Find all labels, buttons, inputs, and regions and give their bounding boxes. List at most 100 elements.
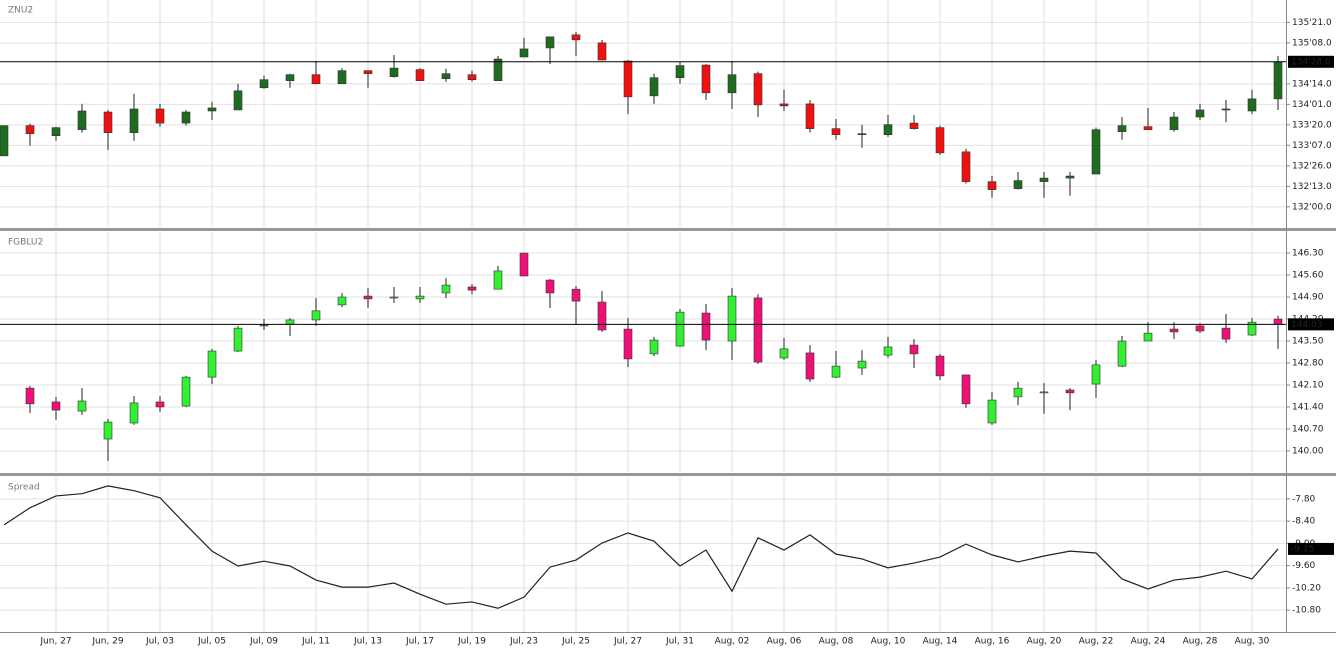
candle-body <box>1247 98 1257 112</box>
candle-body <box>181 376 191 407</box>
y-tick-label: -10.80 <box>1292 606 1321 616</box>
panel-title: FGBLU2 <box>8 238 43 248</box>
x-tick-label: Aug, 22 <box>1079 637 1114 647</box>
candle-body <box>675 311 685 347</box>
candle-body <box>25 387 35 405</box>
candle-body <box>1039 177 1049 182</box>
candle-body <box>831 365 841 378</box>
candle-body <box>415 69 425 82</box>
x-tick-label: Jul, 19 <box>457 637 486 647</box>
candle-body <box>389 296 399 299</box>
candle-body <box>1143 126 1153 130</box>
candle-body <box>727 74 737 94</box>
x-tick-label: Jul, 09 <box>249 637 278 647</box>
candle-body <box>701 64 711 94</box>
candle-body <box>1013 387 1023 398</box>
candle-body <box>649 77 659 97</box>
candle-body <box>129 108 139 133</box>
x-tick-label: Aug, 24 <box>1131 637 1166 647</box>
y-tick-label: 132'13.0 <box>1292 182 1332 192</box>
candle-body <box>1117 125 1127 132</box>
y-tick-label: 135'08.0 <box>1292 38 1332 48</box>
candle-body <box>1195 325 1205 332</box>
candle-body <box>441 284 451 294</box>
candle-body <box>571 34 581 41</box>
candle-body <box>1221 108 1231 111</box>
panel-title: ZNU2 <box>8 6 33 16</box>
candle-body <box>1169 116 1179 130</box>
last-price-box <box>1288 542 1334 555</box>
y-tick-label: -9.60 <box>1292 561 1316 571</box>
candle-body <box>831 128 841 135</box>
panel-title: Spread <box>8 483 40 493</box>
y-tick-label: 140.00 <box>1292 446 1324 456</box>
x-tick-label: Aug, 20 <box>1027 637 1062 647</box>
x-tick-label: Jul, 17 <box>405 637 434 647</box>
candle-body <box>649 339 659 355</box>
candle-body <box>961 374 971 405</box>
y-tick-label: 144.90 <box>1292 293 1324 303</box>
candle-body <box>1273 61 1283 100</box>
candle-body <box>493 270 503 290</box>
candle-body <box>493 58 503 82</box>
candle-body <box>1039 391 1049 394</box>
y-tick-label: 133'20.0 <box>1292 120 1332 130</box>
candle-body <box>415 295 425 300</box>
candle-body <box>467 286 477 291</box>
x-tick-label: Jul, 25 <box>561 637 590 647</box>
candle-body <box>857 360 867 369</box>
y-tick-label: 143.50 <box>1292 337 1324 347</box>
candle-body <box>1195 109 1205 118</box>
candle-body <box>805 352 815 380</box>
candle-body <box>207 107 217 112</box>
x-tick-label: Jul, 05 <box>197 637 226 647</box>
x-tick-label: Jun, 27 <box>39 637 71 647</box>
plot <box>0 31 1283 198</box>
candle-body <box>1273 318 1283 325</box>
candle-body <box>25 125 35 134</box>
y-tick-label: 142.10 <box>1292 380 1324 390</box>
candle-body <box>779 103 789 107</box>
x-tick-label: Jul, 13 <box>353 637 382 647</box>
candle-body <box>259 324 269 327</box>
candle-body <box>883 124 893 135</box>
y-tick-label: 146.30 <box>1292 249 1324 259</box>
candle-body <box>935 355 945 377</box>
x-tick-label: Aug, 16 <box>975 637 1010 647</box>
candle-body <box>363 295 373 300</box>
candle-body <box>987 399 997 424</box>
candle-body <box>155 401 165 408</box>
candle-body <box>233 90 243 111</box>
candle-body <box>1091 129 1101 175</box>
y-tick-label: 132'00.0 <box>1292 202 1332 212</box>
candle-body <box>389 67 399 77</box>
x-tick-label: Aug, 10 <box>871 637 906 647</box>
last-price-label: 134'28.0 <box>1291 57 1331 67</box>
candle-body <box>909 344 919 355</box>
candle-body <box>571 288 581 302</box>
x-tick-label: Aug, 30 <box>1235 637 1270 647</box>
candle-body <box>1247 321 1257 336</box>
candle-body <box>961 151 971 182</box>
x-tick-label: Jul, 11 <box>301 637 330 647</box>
x-tick-label: Jul, 31 <box>665 637 694 647</box>
candle-body <box>545 36 555 49</box>
candle-body <box>909 122 919 129</box>
candle-body <box>519 48 529 58</box>
candle-body <box>597 42 607 61</box>
candle-body <box>805 103 815 129</box>
candle-body <box>129 402 139 424</box>
spread-line <box>3 485 1279 609</box>
candle-body <box>597 301 607 331</box>
y-tick-label: 134'14.0 <box>1292 79 1332 89</box>
candle-body <box>0 125 9 157</box>
candle-body <box>103 421 113 440</box>
candle-body <box>51 127 61 136</box>
candle-body <box>285 319 295 325</box>
candle-body <box>77 110 87 130</box>
candle-body <box>1065 389 1075 394</box>
y-tick-label: 141.40 <box>1292 402 1324 412</box>
candle-body <box>935 127 945 154</box>
candle-body <box>987 181 997 190</box>
